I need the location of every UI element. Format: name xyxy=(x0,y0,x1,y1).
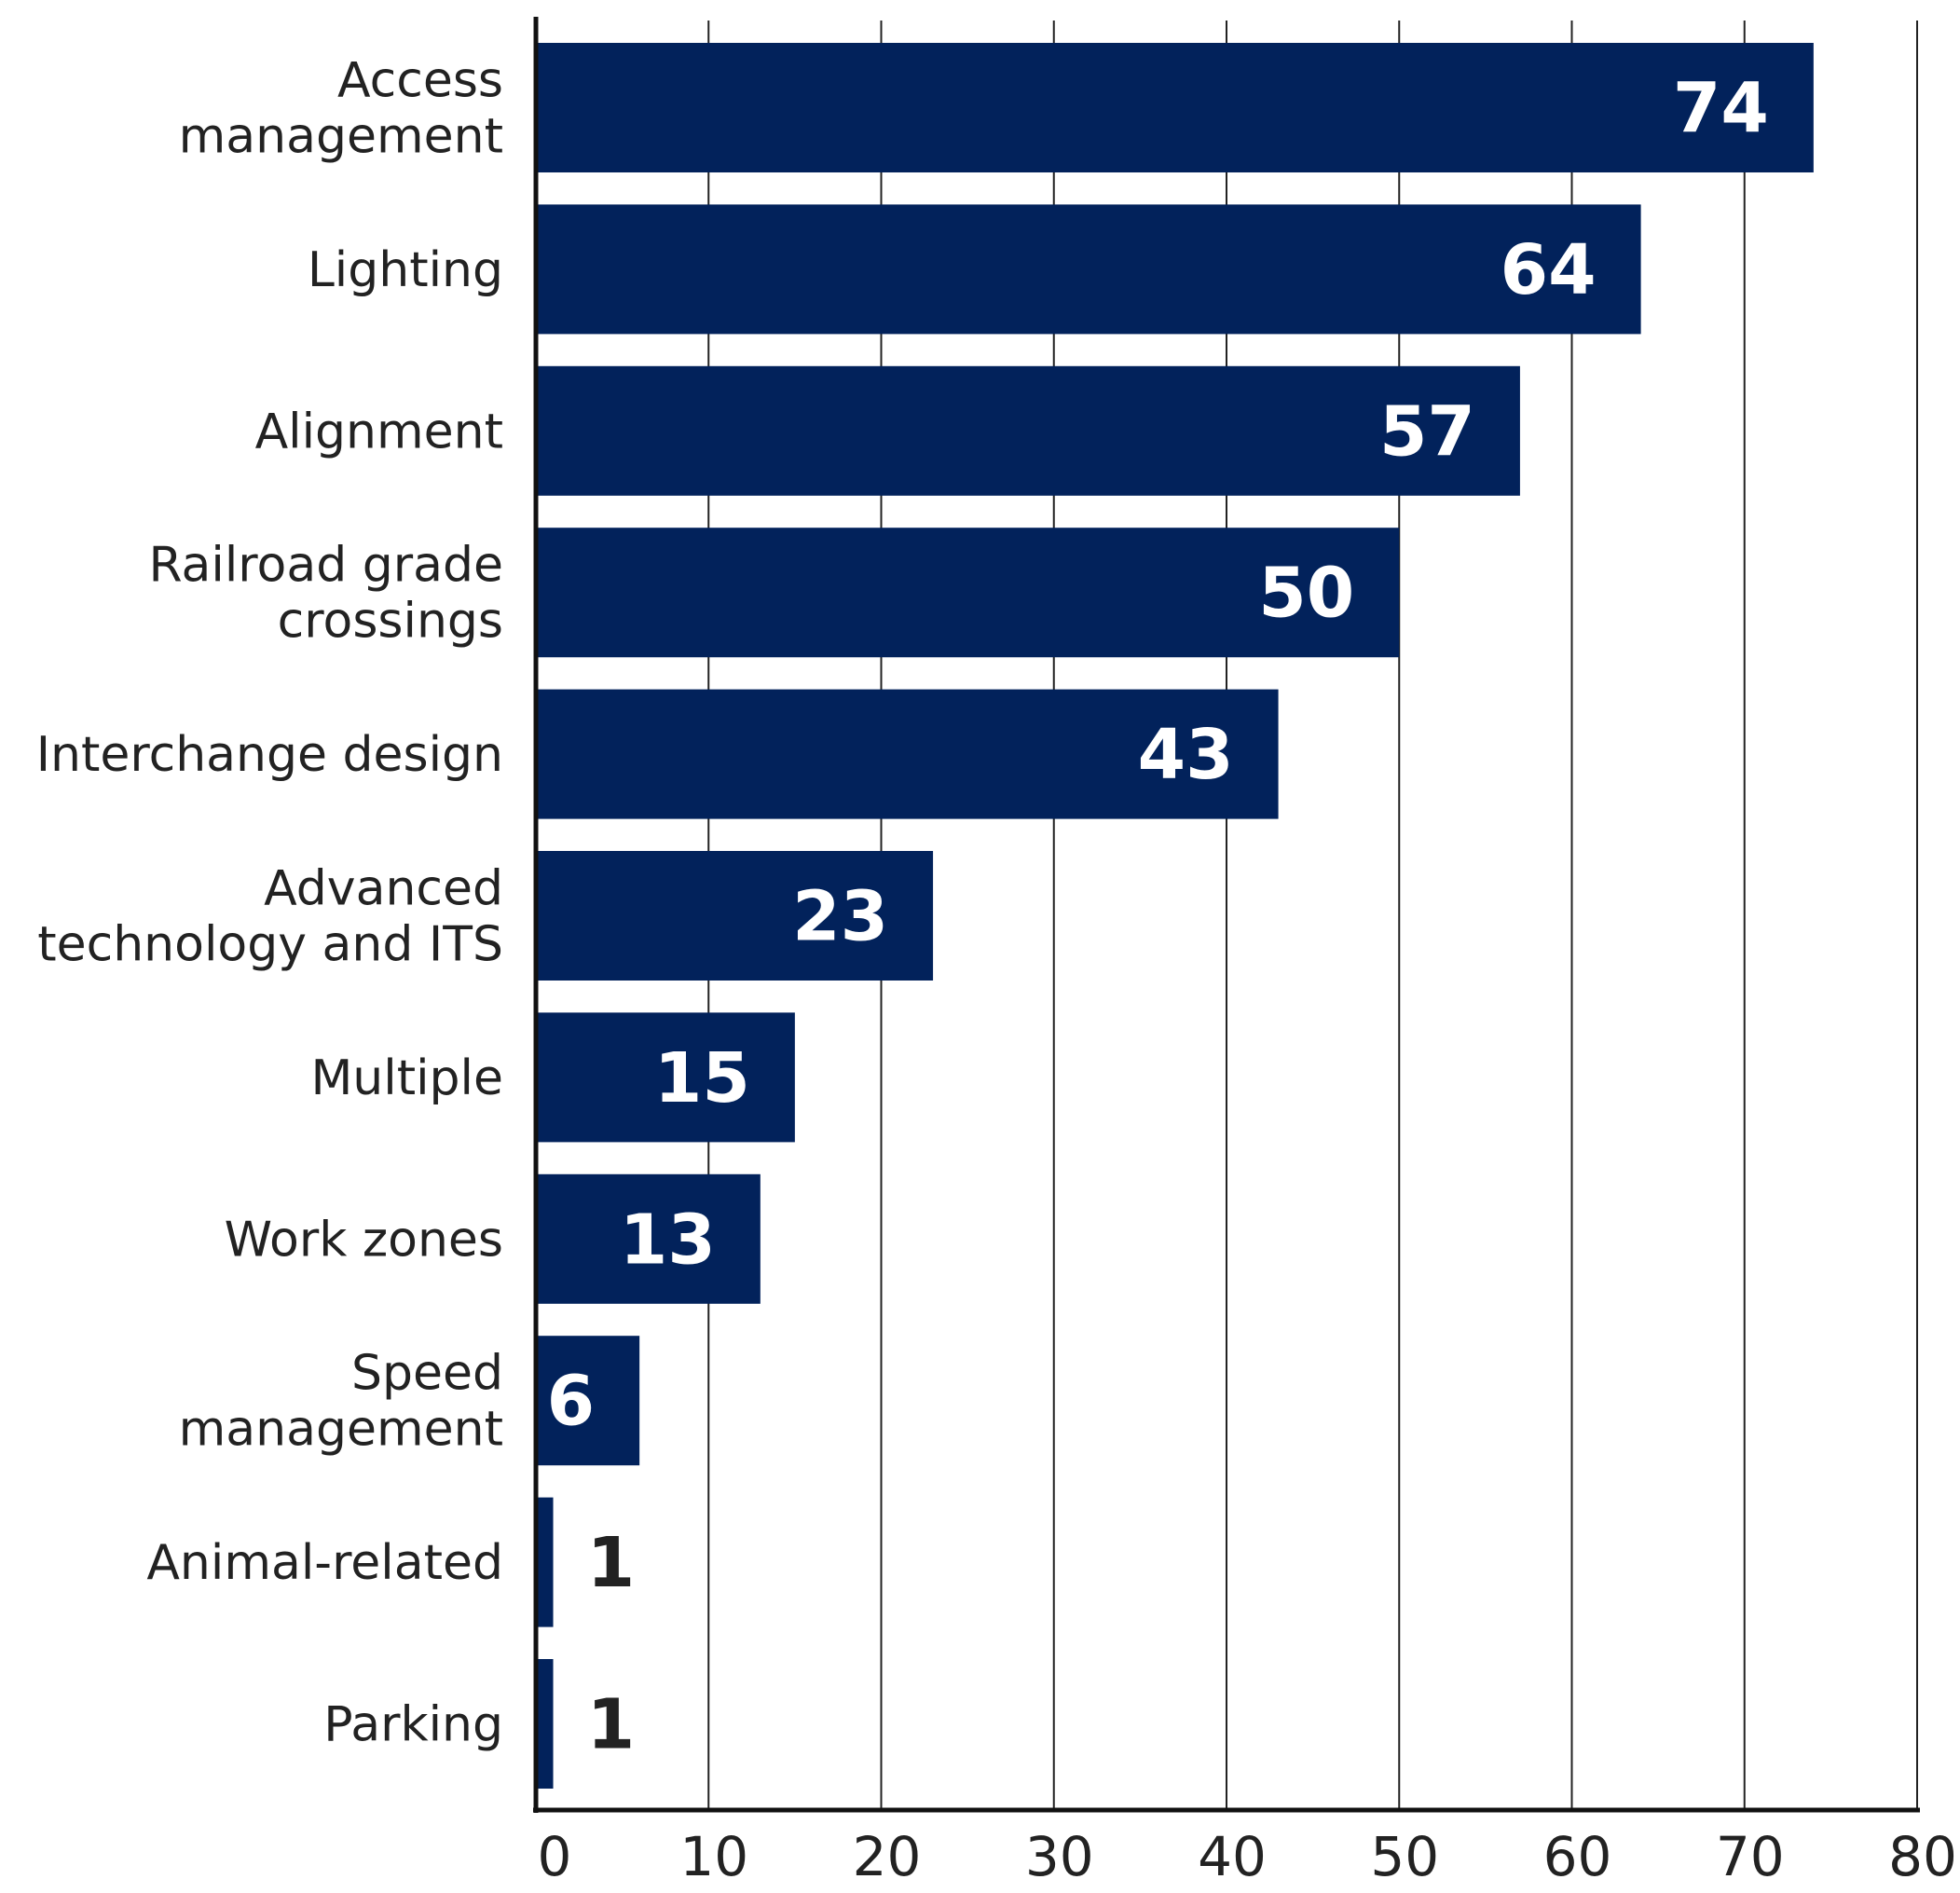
value-label: 15 xyxy=(654,1038,750,1118)
value-label: 50 xyxy=(1258,554,1354,634)
value-label: 6 xyxy=(547,1362,596,1442)
value-label: 1 xyxy=(587,1685,636,1765)
category-label-line: Alignment xyxy=(255,404,503,460)
category-label: Multiple xyxy=(310,1050,503,1106)
category-labels: Access managementLightingAlignmentRailroa… xyxy=(36,53,503,1753)
category-label-line: Access xyxy=(337,53,503,109)
x-tick-label: 50 xyxy=(1370,1825,1439,1888)
value-label: 1 xyxy=(587,1523,636,1603)
x-tick-label: 0 xyxy=(538,1825,572,1888)
x-tick-label: 60 xyxy=(1543,1825,1612,1888)
x-tick-label: 30 xyxy=(1025,1825,1094,1888)
category-label-line: management xyxy=(179,1402,503,1458)
bar-9 xyxy=(536,1497,554,1627)
x-tick-label: 10 xyxy=(679,1825,748,1888)
category-label: Alignment xyxy=(255,404,503,460)
x-tick-label: 80 xyxy=(1888,1825,1957,1888)
bar-5 xyxy=(536,851,934,981)
x-tick-label: 20 xyxy=(853,1825,922,1888)
category-label-line: technology and ITS xyxy=(37,917,503,973)
category-label: Parking xyxy=(323,1697,503,1753)
category-label: Advanced technology and ITS xyxy=(37,861,503,973)
category-label-line: Advanced xyxy=(264,861,503,917)
value-label: 13 xyxy=(620,1200,716,1280)
bar-1 xyxy=(536,204,1641,335)
axes xyxy=(533,17,1920,1813)
bar-10 xyxy=(536,1659,554,1789)
category-label-line: management xyxy=(179,109,503,165)
category-label: Railroad grade crossings xyxy=(149,538,503,650)
category-label: Work zones xyxy=(225,1212,503,1268)
bar-4 xyxy=(536,689,1279,819)
bar-6 xyxy=(536,1012,795,1143)
value-label: 43 xyxy=(1138,715,1234,795)
value-labels: 74 64 57 50 43 23 15 13 6 1 1 xyxy=(547,69,1769,1765)
category-label: Lighting xyxy=(308,242,503,298)
bars xyxy=(536,43,1814,1789)
category-label: Animal-related xyxy=(146,1535,503,1591)
category-label-line: Lighting xyxy=(308,242,503,298)
category-label-line: Railroad grade xyxy=(149,538,503,594)
value-label: 64 xyxy=(1501,230,1597,310)
category-label-line: Work zones xyxy=(225,1212,503,1268)
category-label-line: Multiple xyxy=(310,1050,503,1106)
category-label: Speed management xyxy=(179,1346,503,1458)
category-label-line: Animal-related xyxy=(146,1535,503,1591)
category-label-line: Parking xyxy=(323,1697,503,1753)
bar-7 xyxy=(536,1173,761,1304)
category-label: Access management xyxy=(179,53,503,165)
category-label-line: Interchange design xyxy=(36,727,503,783)
category-label-line: crossings xyxy=(278,594,503,650)
x-tick-label: 70 xyxy=(1716,1825,1785,1888)
bar-2 xyxy=(536,365,1520,496)
bar-8 xyxy=(536,1336,640,1466)
value-label: 23 xyxy=(792,877,888,957)
value-label: 74 xyxy=(1673,69,1769,149)
x-tick-labels: 0 10 20 30 40 50 60 70 80 xyxy=(538,1825,1957,1888)
category-label-line: Speed xyxy=(351,1346,503,1402)
value-label: 57 xyxy=(1379,391,1475,472)
bar-3 xyxy=(536,528,1400,658)
bar-0 xyxy=(536,43,1814,172)
category-label: Interchange design xyxy=(36,727,503,783)
x-tick-label: 40 xyxy=(1198,1825,1267,1888)
